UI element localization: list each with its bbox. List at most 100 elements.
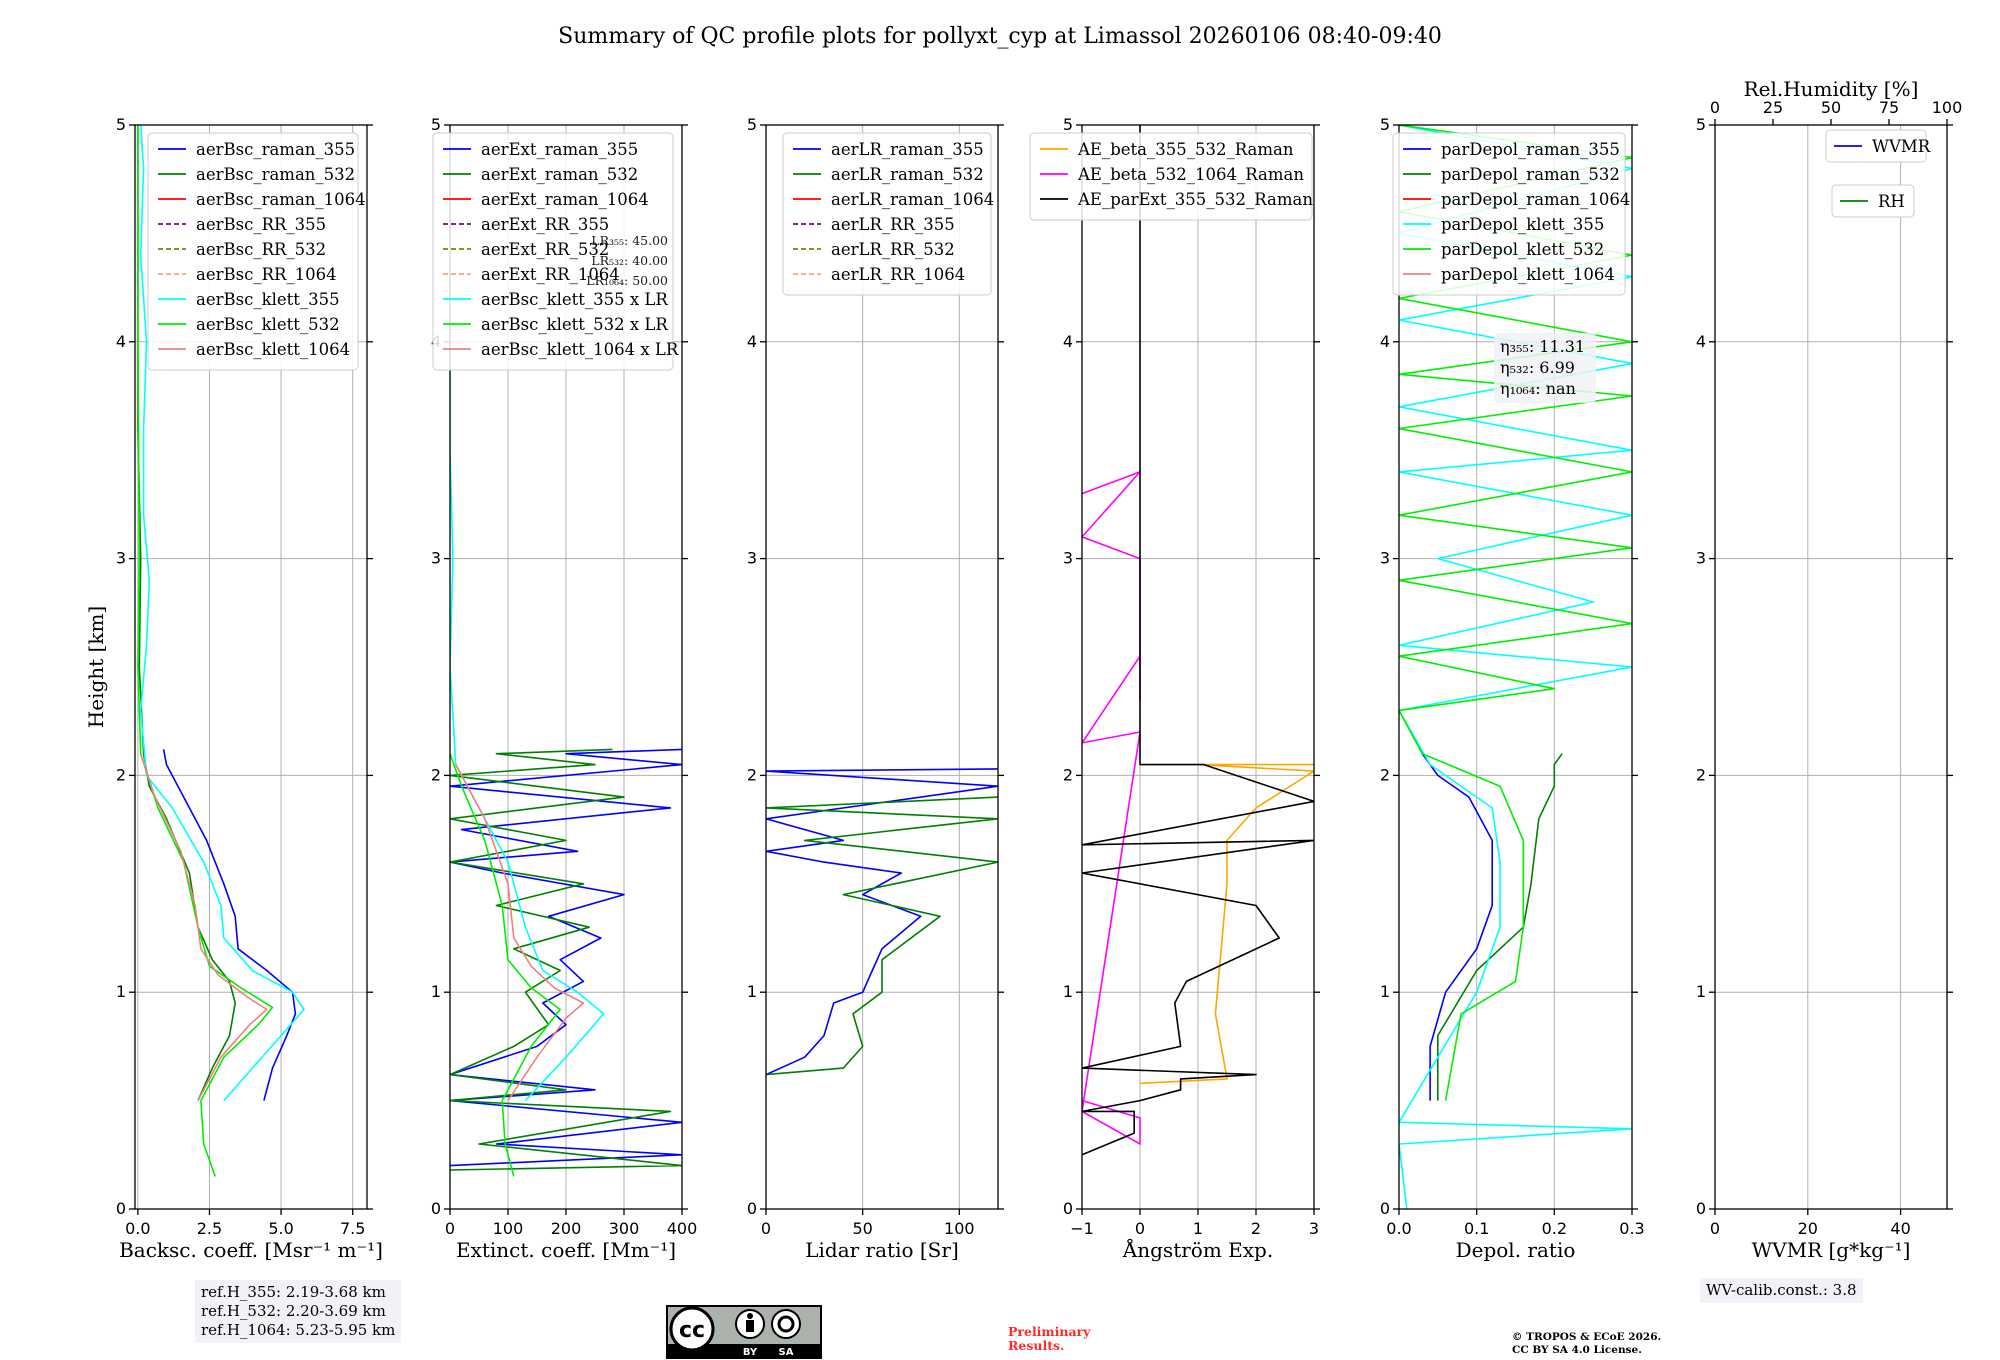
preliminary-line-1: Preliminary (1008, 1324, 1091, 1339)
legend-label: RH (1878, 192, 1905, 211)
x-axis-label: Lidar ratio [Sr] (805, 1238, 959, 1262)
legend-label: parDepol_klett_1064 (1441, 265, 1615, 284)
legend-label: aerBsc_klett_355 x LR (481, 290, 668, 309)
legend-label: aerLR_raman_532 (831, 165, 984, 184)
preliminary-note: Preliminary Results. (1008, 1325, 1090, 1353)
legend-label: aerBsc_klett_1064 (196, 340, 350, 359)
y-tick-label: 5 (747, 115, 757, 134)
x-tick-label: 200 (551, 1219, 582, 1238)
y-tick-label: 4 (1063, 332, 1073, 351)
y-tick-label: 2 (1063, 765, 1073, 784)
legend-label: aerLR_raman_355 (831, 140, 984, 159)
series-group (137, 125, 305, 1177)
legend-label: aerExt_raman_1064 (481, 190, 649, 209)
y-tick-label: 5 (1696, 115, 1706, 134)
legend-label: parDepol_raman_532 (1441, 165, 1620, 184)
x-tick-label: 100 (944, 1219, 975, 1238)
eta-box (1494, 333, 1596, 403)
x-tick-label: 0 (445, 1219, 455, 1238)
legend-label: aerLR_RR_1064 (831, 265, 965, 284)
x-tick-label: 50 (852, 1219, 872, 1238)
legend-label: aerExt_RR_1064 (481, 265, 620, 284)
x-axis-label: Ångström Exp. (1122, 1237, 1273, 1262)
y-tick-label: 1 (1380, 982, 1390, 1001)
y-tick-label: 1 (1063, 982, 1073, 1001)
y-tick-label: 5 (116, 115, 126, 134)
eta-info: η₃₅₅: 11.31 (1500, 337, 1585, 356)
ref-height-355: ref.H_355: 2.19-3.68 km (201, 1283, 386, 1301)
legend-label: aerLR_RR_532 (831, 240, 955, 259)
x-tick-label: 0 (1710, 1219, 1720, 1238)
legend-label: aerBsc_raman_1064 (196, 190, 366, 209)
y-tick-label: 3 (1380, 549, 1390, 568)
y-tick-label: 3 (116, 549, 126, 568)
y-tick-label: 5 (1063, 115, 1073, 134)
legend-label: aerBsc_klett_1064 x LR (481, 340, 679, 359)
legend-label: aerExt_raman_532 (481, 165, 638, 184)
x-tick-label: 3 (1309, 1219, 1319, 1238)
x-tick-label: 2 (1251, 1219, 1261, 1238)
y-tick-label: 0 (116, 1199, 126, 1218)
y-tick-label: 2 (431, 765, 441, 784)
y-tick-label: 2 (1380, 765, 1390, 784)
legend: aerLR_raman_355 aerLR_raman_532 aerLR_rama… (782, 132, 994, 296)
x-tick-label: 7.5 (340, 1219, 365, 1238)
legend-label: parDepol_raman_355 (1441, 140, 1620, 159)
series-line-AE_beta_532_1064_Raman (1082, 471, 1141, 1145)
y-tick-label: 0 (431, 1199, 441, 1218)
figure-title: Summary of QC profile plots for pollyxt_… (558, 24, 1442, 49)
preliminary-line-2: Results. (1008, 1338, 1065, 1353)
series-line-aerBsc_raman_355 (162, 749, 297, 1101)
legend-label: aerBsc_klett_532 (196, 315, 340, 334)
legend: aerExt_raman_355 aerExt_raman_532 aerExt_r… (432, 132, 679, 371)
x-tick-label: 0 (1135, 1219, 1145, 1238)
lidar-ratio-info: LR₅₃₂: 40.00 (591, 253, 668, 268)
cc-sa-text: SA (779, 1347, 794, 1358)
x-tick-label: 100 (493, 1219, 524, 1238)
ref-height-box: ref.H_355: 2.19-3.68 km ref.H_532: 2.20-… (195, 1280, 402, 1343)
panel-water_vapor: 0 20 40 0 1 2 3 4 5 WVMR [g*kg⁻¹] 0 25 50 75 100 Rel.Hu… (1696, 77, 1962, 1262)
legend-label: AE_beta_355_532_Raman (1077, 140, 1294, 159)
y-tick-label: 1 (747, 982, 757, 1001)
y-tick-label: 0 (747, 1199, 757, 1218)
x-tick-label: 0.3 (1619, 1219, 1644, 1238)
top-x-tick-label: 25 (1763, 98, 1783, 117)
axes-frame (134, 124, 368, 1210)
x-tick-label: 2.5 (197, 1219, 222, 1238)
series-line-aerLR_raman_355 (766, 768, 998, 1076)
legend-wvmr: WVMR (1825, 129, 1931, 163)
top-x-tick-label: 0 (1710, 98, 1720, 117)
y-tick-label: 3 (1696, 549, 1706, 568)
legend-frame (1825, 129, 1927, 163)
y-tick-label: 4 (116, 332, 126, 351)
series-line-parDepol_raman_532 (1437, 753, 1563, 1101)
ref-height-1064: ref.H_1064: 5.23-5.95 km (201, 1321, 396, 1339)
axes-frame (1714, 124, 1948, 1210)
y-tick-label: 1 (1696, 982, 1706, 1001)
series-line-parDepol_klett_355 (1399, 125, 1632, 1209)
x-tick-label: 0.0 (1386, 1219, 1411, 1238)
legend-label: aerBsc_RR_532 (196, 240, 326, 259)
cc-by-text: BY (743, 1347, 758, 1358)
x-tick-label: 300 (609, 1219, 640, 1238)
y-tick-label: 5 (431, 115, 441, 134)
eta-info: η₁₀₆₄: nan (1500, 379, 1576, 398)
legend: AE_beta_355_532_Raman AE_beta_532_1064_Ra… (1029, 132, 1313, 221)
x-axis-label: WVMR [g*kg⁻¹] (1752, 1238, 1911, 1262)
legend-label: parDepol_klett_532 (1441, 240, 1604, 259)
y-tick-label: 3 (431, 549, 441, 568)
legend-frame (432, 132, 674, 371)
panel-lidar_ratio: 0 50 100 0 1 2 3 4 5 Lidar ratio [Sr] aerLR_raman_… (747, 115, 1004, 1262)
lidar-ratio-info: LR₃₅₅: 45.00 (591, 233, 668, 248)
legend-label: aerExt_RR_532 (481, 240, 609, 259)
x-tick-label: 400 (667, 1219, 698, 1238)
wv-calib-box: WV-calib.const.: 3.8 (1700, 1278, 1863, 1303)
legend-label: parDepol_klett_355 (1441, 215, 1604, 234)
x-tick-label: 0.2 (1542, 1219, 1567, 1238)
axes-frame (1398, 124, 1633, 1210)
legend-label: WVMR (1872, 137, 1931, 156)
legend-label: aerBsc_RR_1064 (196, 265, 337, 284)
copyright-line-1: © TROPOS & ECoE 2026. (1512, 1331, 1662, 1343)
copyright-line-2: CC BY SA 4.0 License. (1512, 1344, 1642, 1356)
